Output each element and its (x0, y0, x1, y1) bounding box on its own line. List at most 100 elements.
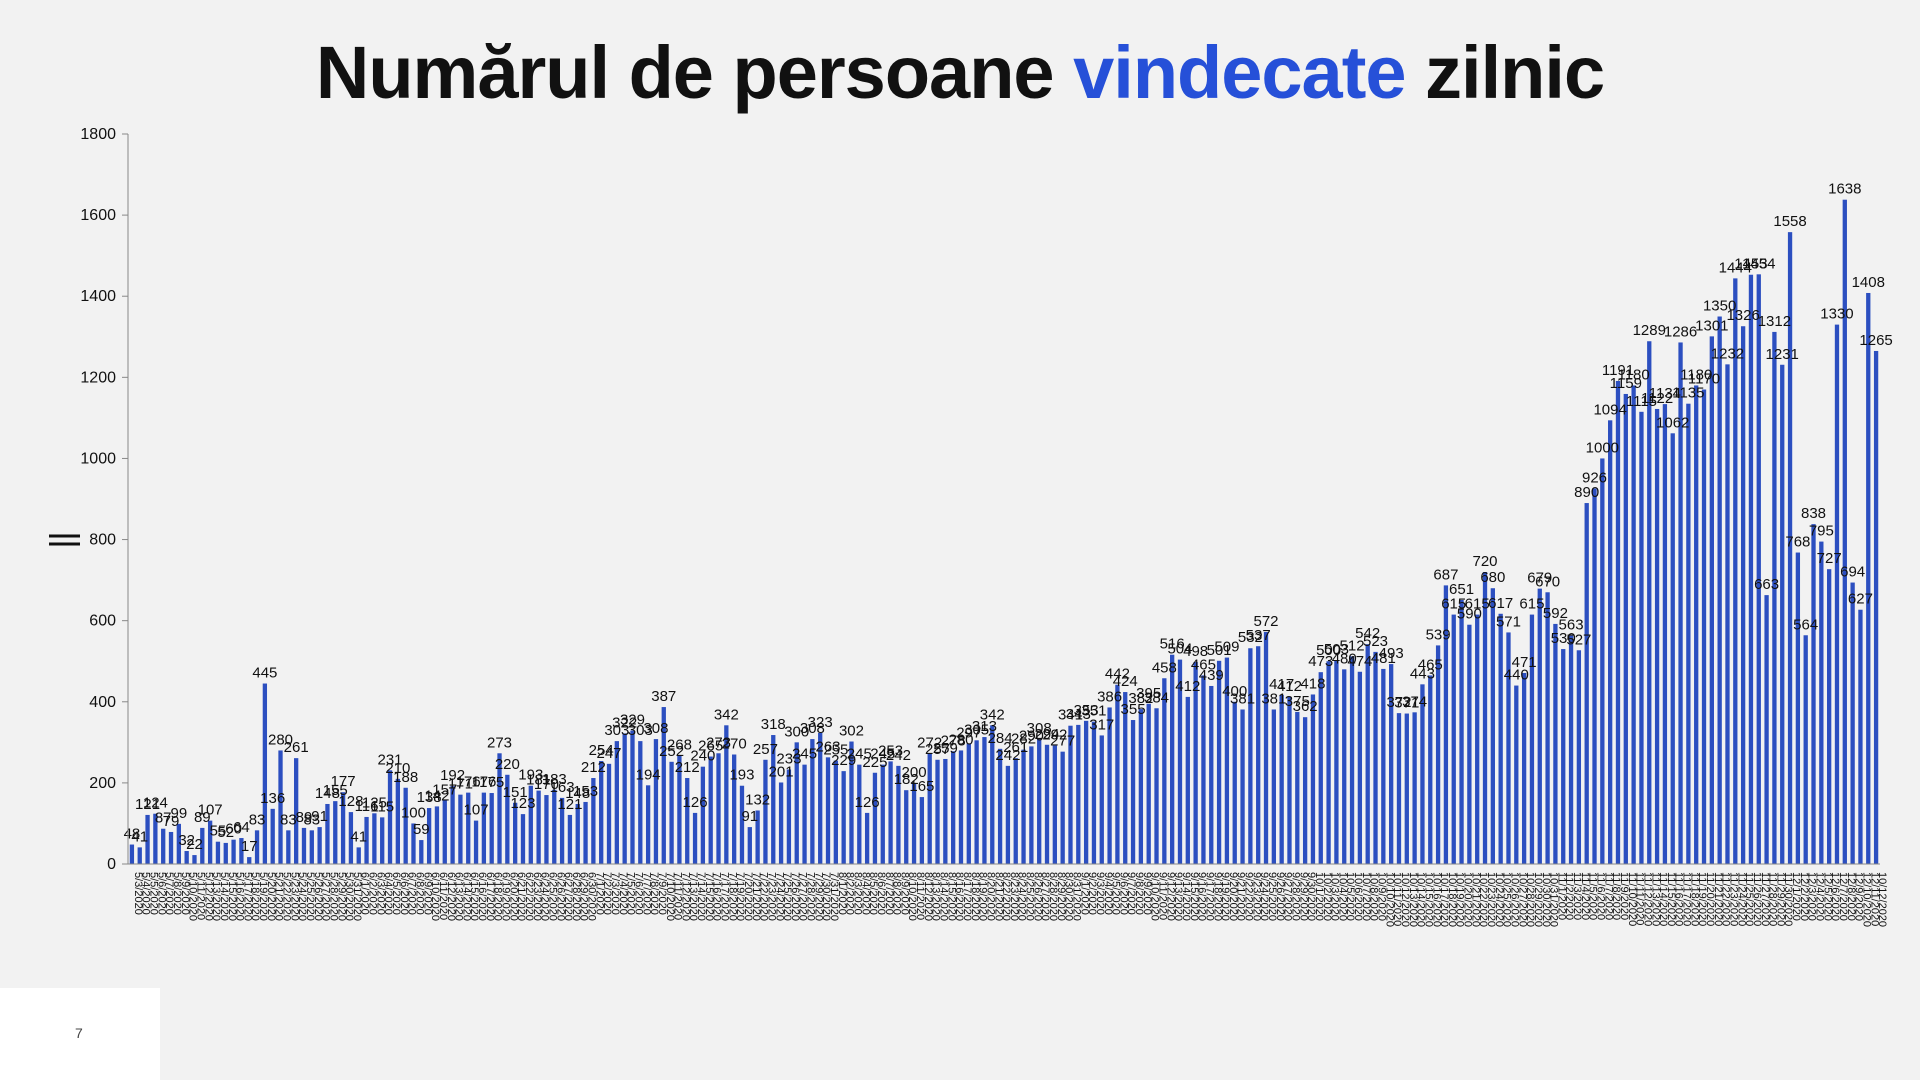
data-label: 265 (698, 738, 723, 755)
bar (1185, 696, 1190, 864)
data-label: 1135 (1672, 385, 1704, 402)
x-tick-label: 7/11/2020 (672, 872, 684, 920)
bar (559, 797, 565, 864)
data-label: 308 (1027, 720, 1052, 737)
x-tick-label: 11/17/2020 (1681, 872, 1693, 926)
bar (137, 847, 142, 864)
data-label: 116 (355, 798, 379, 815)
data-label: 498 (1183, 643, 1208, 660)
bar (1357, 671, 1363, 864)
x-tick-label: 6/16/2020 (476, 872, 488, 921)
data-label: 282 (1011, 731, 1036, 748)
bar (192, 855, 197, 864)
data-label: 1350 (1703, 298, 1736, 315)
data-label: 1115 (1626, 393, 1657, 410)
data-label: 386 (1097, 688, 1122, 705)
bar (215, 841, 221, 864)
data-label: 523 (1363, 633, 1388, 650)
data-label: 481 (1371, 650, 1396, 667)
x-tick-label: 6/14/2020 (460, 872, 472, 921)
bar (1694, 385, 1699, 864)
bar (387, 770, 393, 864)
data-label: 41 (131, 828, 148, 845)
data-label: 194 (636, 766, 661, 783)
bar (1733, 278, 1738, 864)
bar (1717, 316, 1722, 864)
x-tick-label: 5/21/2020 (273, 872, 285, 921)
data-label: 512 (1340, 637, 1365, 654)
data-label: 1170 (1688, 371, 1720, 388)
data-label: 210 (385, 760, 410, 777)
bar (919, 797, 925, 864)
bar (434, 806, 440, 864)
bar (1662, 404, 1668, 864)
bar (1115, 684, 1120, 864)
data-label: 175 (479, 774, 504, 791)
bar (411, 823, 416, 864)
x-tick-label: 11/2/2020 (1563, 872, 1575, 920)
data-label: 142 (424, 787, 449, 804)
x-tick-label: 12/9/2020 (1853, 872, 1865, 921)
x-tick-label: 7/12/2020 (679, 872, 691, 921)
bar (223, 842, 228, 864)
data-label: 1180 (1617, 366, 1649, 383)
x-tick-label: 7/30/2020 (820, 872, 832, 921)
x-tick-label: 7/25/2020 (781, 872, 793, 921)
x-tick-label: 8/28/2020 (1047, 872, 1059, 921)
x-tick-label: 11/18/2020 (1688, 872, 1700, 926)
x-tick-label: 10/22/2020 (1477, 872, 1489, 927)
data-label: 257 (925, 741, 950, 758)
bar (348, 812, 354, 864)
bar (653, 739, 659, 864)
bar (911, 782, 917, 864)
x-tick-label: 8/11/2020 (914, 872, 926, 920)
x-tick-label: 7/17/2020 (719, 872, 731, 921)
data-label: 278 (941, 732, 966, 749)
x-tick-label: 6/24/2020 (539, 872, 551, 921)
data-label: 308 (800, 720, 825, 737)
x-tick-label: 5/15/2020 (226, 872, 238, 921)
data-label: 268 (667, 736, 692, 753)
bar (599, 760, 604, 864)
bar (872, 772, 878, 864)
bar (1428, 675, 1433, 864)
bar (145, 814, 150, 864)
bar (567, 814, 573, 864)
data-label: 121 (135, 796, 160, 813)
bar (669, 761, 674, 864)
bar (1592, 488, 1597, 864)
bar (1060, 751, 1065, 864)
x-tick-label: 12/7/2020 (1837, 872, 1849, 921)
x-tick-label: 10/28/2020 (1524, 872, 1536, 927)
data-label: 55 (210, 823, 227, 840)
bar (904, 790, 909, 864)
bar (1748, 274, 1754, 864)
data-label: 1094 (1593, 401, 1626, 418)
bar (544, 795, 549, 864)
x-tick-label: 12/3/2020 (1806, 872, 1818, 921)
data-label: 261 (1003, 739, 1028, 756)
x-tick-label: 5/5/2020 (148, 872, 160, 915)
x-tick-label: 9/27/2020 (1282, 872, 1294, 921)
bars-group (129, 199, 1879, 865)
data-label: 838 (1801, 505, 1826, 522)
bar (1389, 664, 1394, 864)
x-tick-label: 11/4/2020 (1579, 872, 1591, 920)
bar (794, 742, 799, 864)
x-tick-label: 9/17/2020 (1203, 872, 1215, 921)
data-label: 563 (1559, 617, 1584, 634)
x-tick-label: 10/7/2020 (1360, 872, 1372, 921)
x-tick-label: 9/30/2020 (1305, 872, 1317, 921)
data-label: 272 (917, 735, 942, 752)
data-label: 124 (143, 795, 168, 812)
data-label: 300 (784, 723, 809, 740)
x-tick-label: 11/27/2020 (1759, 872, 1771, 926)
bar (739, 785, 745, 864)
bar (1600, 458, 1605, 864)
bar (990, 725, 995, 864)
data-label: 501 (1207, 642, 1232, 659)
chart-title: Numărul de persoane vindecate zilnic (0, 30, 1920, 115)
x-tick-label: 8/14/2020 (938, 872, 950, 921)
x-tick-label: 7/8/2020 (648, 872, 660, 915)
bar (153, 813, 158, 864)
